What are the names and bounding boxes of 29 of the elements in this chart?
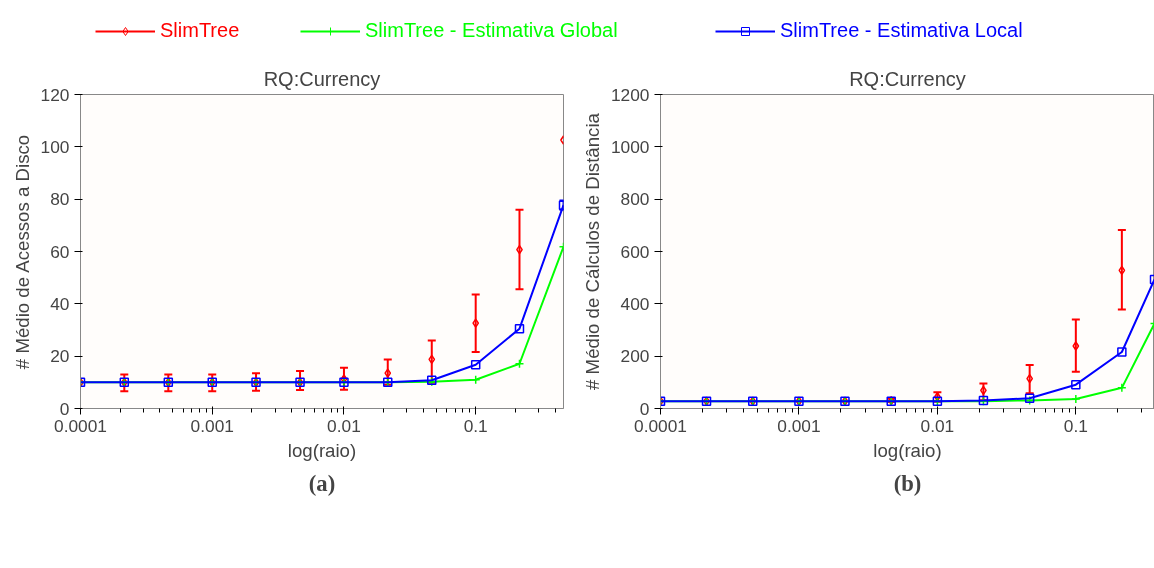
y-tick-label: 120 xyxy=(40,84,70,105)
y-tick-label: 1200 xyxy=(610,84,650,105)
y-tick-label: 20 xyxy=(50,346,70,367)
x-tick-label: 0.001 xyxy=(777,415,821,436)
legend-label: SlimTree - Estimativa Global xyxy=(365,19,618,42)
legend-label: SlimTree xyxy=(160,19,240,42)
x-axis-title: log(raio) xyxy=(873,439,942,461)
y-tick-label: 600 xyxy=(620,241,650,262)
y-tick-label: 100 xyxy=(40,136,70,157)
chart-title: RQ:Currency xyxy=(263,67,381,90)
text: (b) xyxy=(893,470,922,496)
x-tick-label: 0.001 xyxy=(190,415,234,436)
y-axis-title: # Médio de Cálculos de Distância xyxy=(581,112,603,390)
chart-title: RQ:Currency xyxy=(849,67,966,90)
text: (a) xyxy=(308,470,336,496)
x-tick-label: 0.01 xyxy=(327,415,361,436)
legend-label: SlimTree - Estimativa Local xyxy=(780,19,1023,42)
y-axis-title: # Médio de Acessos a Disco xyxy=(11,134,33,370)
y-tick-label: 800 xyxy=(620,189,650,210)
x-tick-label: 0.1 xyxy=(463,415,488,436)
y-tick-label: 1000 xyxy=(610,136,650,157)
y-tick-label: 80 xyxy=(50,189,70,210)
y-tick-label: 40 xyxy=(50,293,70,314)
x-axis-title: log(raio) xyxy=(287,439,357,461)
x-tick-label: 0.01 xyxy=(920,415,955,436)
y-tick-label: 60 xyxy=(50,241,70,262)
y-tick-label: 200 xyxy=(620,346,650,367)
x-tick-label: 0.1 xyxy=(1063,415,1088,436)
y-tick-label: 400 xyxy=(620,293,650,314)
